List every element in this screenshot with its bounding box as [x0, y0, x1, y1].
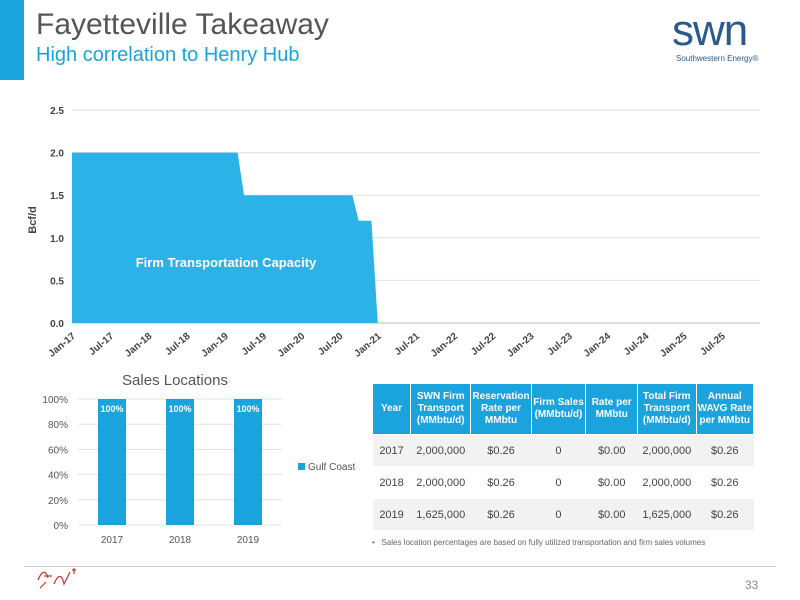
area-y-tick-label: 0.5 — [50, 276, 64, 287]
bar-y-tick-label: 0% — [54, 521, 69, 532]
legend-label: Gulf Coast — [308, 462, 355, 473]
table-cell: $0.26 — [470, 434, 532, 467]
area-x-tick-label: Jul-17 — [87, 331, 117, 358]
table-cell: $0.26 — [470, 466, 532, 499]
col-header-annual-wavg-rate: Annual WAVG Rate per MMbtu — [695, 383, 754, 435]
signature-mark — [37, 568, 76, 589]
col-header-year: Year — [371, 383, 412, 435]
table-header-row: Year SWN Firm Transport (MMbtu/d) Reserv… — [371, 383, 754, 435]
capacity-area-chart: 0.0 0.5 1.0 1.5 2.0 2.5 Jan-17 Jul-17 Jan-18 Jul… — [27, 106, 760, 360]
table-cell: $0.26 — [696, 466, 754, 499]
bar — [98, 399, 126, 525]
table-cell: 2,000,000 — [410, 434, 471, 467]
table-cell: $0.00 — [585, 466, 638, 499]
area-x-tick-label: Jan-22 — [429, 331, 461, 360]
table-cell: 0 — [531, 498, 586, 531]
bar — [234, 399, 262, 525]
company-logo-subtitle: Southwestern Energy® — [676, 54, 759, 63]
table-cell: 2,000,000 — [410, 466, 471, 499]
table-cell: $0.26 — [696, 498, 754, 531]
area-x-tick-label: Jan-24 — [582, 331, 614, 360]
area-x-tick-label: Jan-23 — [505, 331, 537, 360]
table-cell: 2,000,000 — [637, 466, 696, 499]
bar — [166, 399, 194, 525]
area-x-tick-label: Jan-19 — [199, 331, 231, 360]
bar-x-tick-label: 2019 — [237, 535, 260, 546]
area-x-tick-label: Jan-17 — [47, 331, 79, 360]
table-cell: 2017 — [372, 434, 411, 467]
bar-x-tick-label: 2017 — [101, 535, 124, 546]
table-row: 2018 2,000,000 $0.26 0 $0.00 2,000,000 $… — [372, 466, 754, 499]
table-cell: 2018 — [372, 466, 411, 499]
col-header-total-firm-transport: Total Firm Transport (MMbtu/d) — [637, 383, 697, 435]
table-cell: 2,000,000 — [637, 434, 696, 467]
capacity-area — [72, 152, 378, 323]
table-cell: 1,625,000 — [637, 498, 696, 531]
table-cell: $0.00 — [585, 434, 638, 467]
col-header-firm-sales: Firm Sales (MMbtu/d) — [530, 383, 587, 435]
col-header-rate: Rate per MMbtu — [585, 383, 639, 435]
area-x-tick-label: Jul-24 — [622, 331, 652, 358]
area-x-tick-label: Jul-20 — [316, 331, 346, 358]
sales-locations-bar-chart: Sales Locations 0% 20% 40% 60% 80% 100% 100% 2… — [42, 372, 355, 546]
bar-y-tick-label: 80% — [48, 420, 68, 431]
bar-chart-title: Sales Locations — [122, 372, 228, 389]
area-y-tick-label: 1.0 — [50, 234, 64, 245]
footnote-text: Sales location percentages are based on … — [381, 538, 706, 547]
footer-divider — [24, 566, 776, 567]
bar-y-tick-label: 40% — [48, 471, 68, 482]
area-x-tick-label: Jul-22 — [469, 331, 499, 358]
col-header-reservation-rate: Reservation Rate per MMbtu — [470, 383, 532, 435]
page-subtitle: High correlation to Henry Hub — [36, 44, 300, 66]
area-y-axis-label: Bcf/d — [27, 206, 39, 234]
table-cell: $0.00 — [585, 498, 638, 531]
header-accent-bar — [0, 0, 24, 80]
table-cell: 0 — [531, 466, 586, 499]
area-y-tick-label: 1.5 — [50, 191, 64, 202]
bar-x-tick-label: 2018 — [169, 535, 192, 546]
footnote: • Sales location percentages are based o… — [372, 538, 706, 547]
area-x-tick-label: Jan-21 — [352, 331, 384, 360]
page-title: Fayetteville Takeaway — [36, 8, 329, 41]
area-x-tick-label: Jul-18 — [163, 331, 193, 358]
area-y-tick-label: 2.0 — [50, 149, 64, 160]
table-cell: 0 — [531, 434, 586, 467]
company-logo: swn — [672, 6, 748, 55]
bar-data-label: 100% — [168, 404, 191, 414]
bar-y-tick-label: 60% — [48, 445, 68, 456]
table-cell: $0.26 — [470, 498, 532, 531]
area-annotation: Firm Transportation Capacity — [136, 255, 317, 270]
area-y-tick-label: 0.0 — [50, 319, 64, 330]
bar-data-label: 100% — [236, 404, 259, 414]
area-y-tick-label: 2.5 — [50, 106, 64, 117]
table-cell: $0.26 — [696, 434, 754, 467]
area-x-tick-label: Jan-18 — [123, 331, 155, 360]
table-row: 2019 1,625,000 $0.26 0 $0.00 1,625,000 $… — [372, 498, 754, 531]
bar-data-label: 100% — [100, 404, 123, 414]
firm-sales-table: Year SWN Firm Transport (MMbtu/d) Reserv… — [371, 383, 754, 531]
page-number: 33 — [745, 578, 759, 592]
table-cell: 1,625,000 — [410, 498, 471, 531]
area-x-tick-label: Jan-20 — [276, 331, 308, 360]
area-x-tick-label: Jul-19 — [240, 331, 270, 358]
legend-swatch — [298, 463, 305, 470]
area-x-tick-label: Jul-21 — [393, 331, 423, 358]
table-cell: 2019 — [372, 498, 411, 531]
bar-y-tick-label: 20% — [48, 496, 68, 507]
area-x-tick-label: Jul-25 — [698, 331, 728, 358]
col-header-swn-firm-transport: SWN Firm Transport (MMbtu/d) — [410, 383, 472, 435]
bar-y-tick-label: 100% — [42, 395, 68, 406]
area-x-tick-label: Jan-25 — [658, 331, 690, 360]
area-x-tick-label: Jul-23 — [546, 331, 576, 358]
table-row: 2017 2,000,000 $0.26 0 $0.00 2,000,000 $… — [372, 434, 754, 467]
